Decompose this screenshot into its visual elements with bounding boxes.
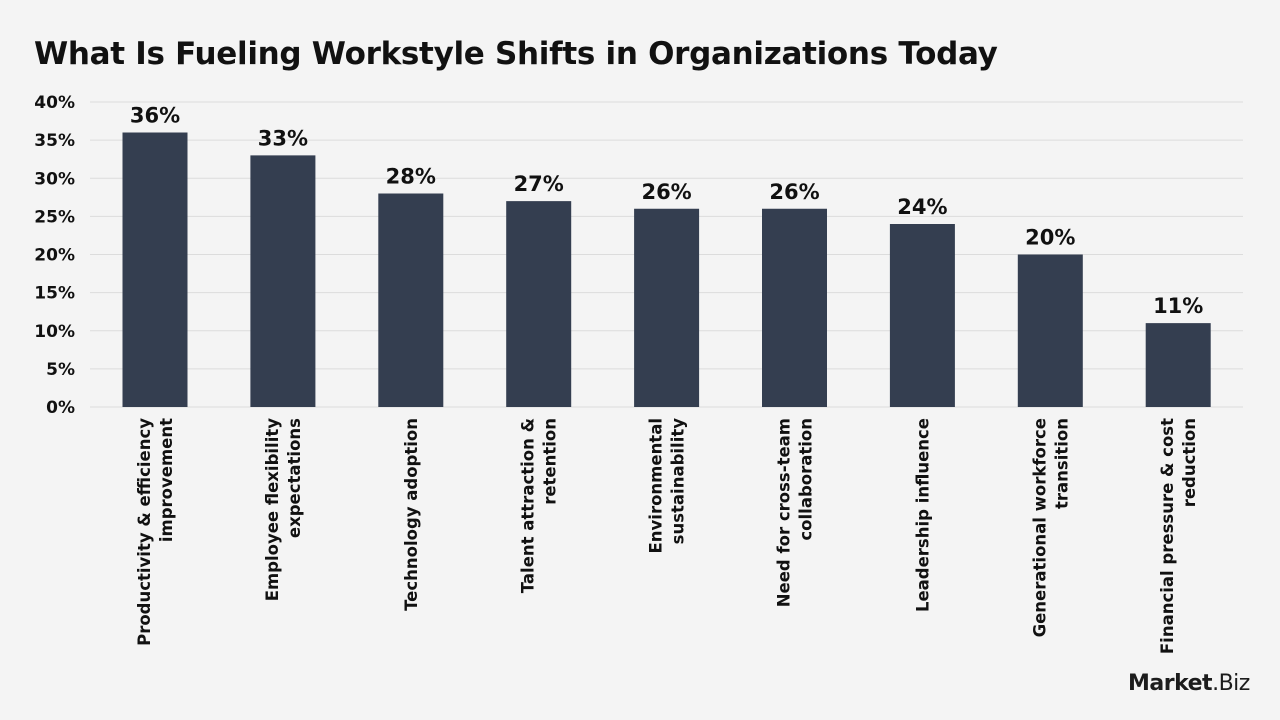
- chart-title: What Is Fueling Workstyle Shifts in Orga…: [34, 36, 998, 72]
- value-label: 26%: [641, 180, 691, 204]
- bar: [122, 132, 188, 407]
- bar: [506, 201, 572, 407]
- x-tick-label: Need for cross-team collaboration: [775, 418, 816, 607]
- brand-name: Market: [1128, 671, 1213, 696]
- bar: [634, 208, 700, 407]
- bar: [1017, 254, 1083, 407]
- value-label: 36%: [130, 104, 180, 128]
- y-tick-label: 40%: [34, 93, 75, 113]
- y-tick-label: 20%: [34, 246, 75, 266]
- x-tick-label: Generational workforce transition: [1030, 418, 1071, 637]
- x-tick-label: Talent attraction & retention: [519, 418, 560, 593]
- y-tick-label: 10%: [34, 322, 75, 342]
- brand-suffix: .Biz: [1212, 671, 1250, 696]
- value-label: 27%: [514, 172, 564, 196]
- y-tick-label: 35%: [34, 131, 75, 151]
- bars: [122, 132, 1211, 407]
- value-label: 28%: [386, 165, 436, 189]
- y-tick-label: 0%: [46, 398, 75, 418]
- bar: [1145, 323, 1211, 407]
- x-tick-label: Technology adoption: [402, 418, 421, 611]
- bar: [250, 155, 316, 407]
- y-tick-label: 15%: [34, 284, 75, 304]
- value-labels: 36% 33% 28% 27% 26% 26% 24% 20% 11%: [130, 104, 1203, 319]
- x-tick-label: Environmental sustainability: [647, 418, 688, 554]
- y-tick-label: 30%: [34, 169, 75, 189]
- x-tick-labels: Productivity & efficiency improvement Empl…: [135, 418, 1199, 654]
- y-tick-labels: 0% 5% 10% 15% 20% 25% 30% 35% 40%: [34, 93, 75, 418]
- y-tick-label: 25%: [34, 207, 75, 227]
- value-label: 20%: [1025, 226, 1075, 250]
- brand-logo: Market .Biz: [1128, 671, 1250, 696]
- x-tick-label: Productivity & efficiency improvement: [135, 418, 176, 646]
- x-tick-label: Financial pressure & cost reduction: [1158, 418, 1199, 654]
- value-label: 26%: [769, 180, 819, 204]
- x-tick-label: Employee flexibility expectations: [263, 418, 304, 602]
- bar: [889, 224, 955, 407]
- y-tick-label: 5%: [46, 360, 75, 380]
- bar: [762, 208, 827, 407]
- value-label: 24%: [897, 195, 947, 219]
- bar: [378, 193, 444, 407]
- x-tick-label: Leadership influence: [913, 418, 932, 612]
- value-label: 11%: [1153, 294, 1203, 318]
- value-label: 33%: [258, 126, 308, 150]
